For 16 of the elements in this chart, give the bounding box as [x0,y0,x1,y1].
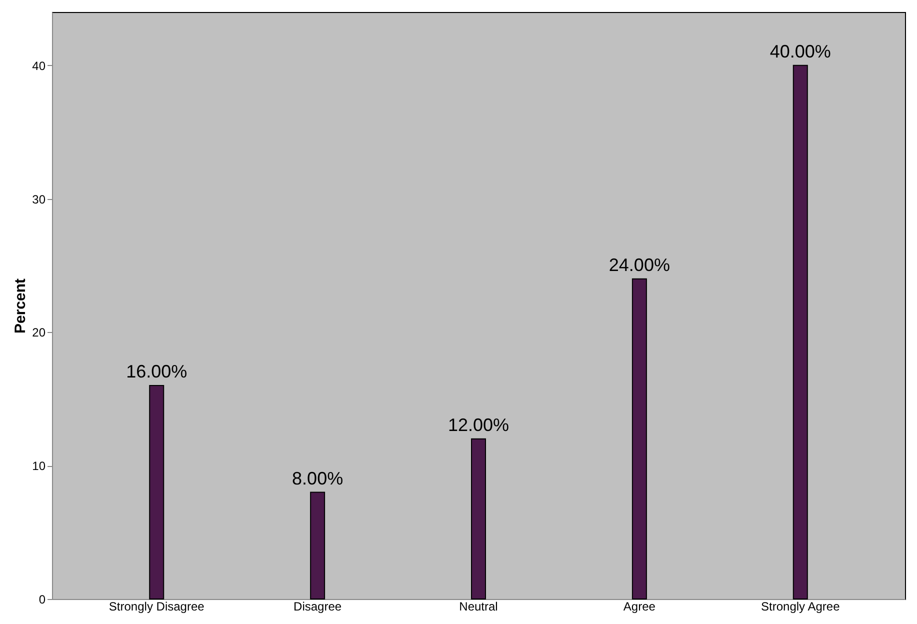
x-tick-label: Strongly Agree [761,600,840,614]
y-tick-label: 10 [32,459,46,474]
data-label: 16.00% [126,362,188,382]
x-tick-label: Agree [623,600,656,614]
x-tick-label: Neutral [459,600,498,614]
y-tick-label: 0 [38,592,46,606]
data-label: 12.00% [448,414,510,435]
data-label: 24.00% [608,254,670,275]
y-tick-label: 20 [32,326,46,340]
x-tick-label: Strongly Disagree [108,600,205,614]
data-label: 8.00% [292,468,344,488]
x-tick-label: Disagree [294,600,342,614]
y-axis-title: Percent [12,278,30,334]
y-tick-label: 30 [32,192,46,206]
y-tick-label: 40 [32,58,46,73]
data-label: 40.00% [770,41,831,62]
